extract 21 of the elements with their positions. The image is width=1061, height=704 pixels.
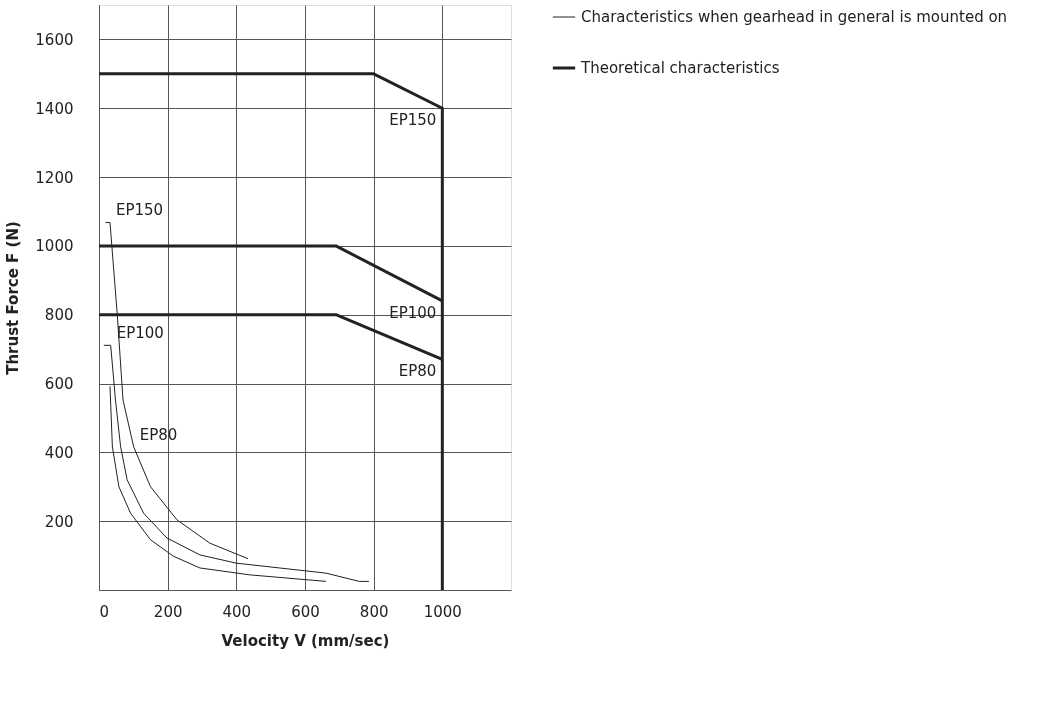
x-tick-label: 0: [99, 602, 110, 621]
y-tick-label: 600: [44, 375, 74, 394]
annotation: EP80: [398, 362, 437, 381]
annotation: EP150: [115, 201, 164, 220]
x-tick-label: 1000: [423, 602, 462, 621]
y-tick-label: 1400: [35, 99, 74, 118]
y-axis-title: Thrust Force F (N): [4, 221, 23, 375]
x-tick-label: 400: [222, 602, 252, 621]
y-tick-label: 1200: [35, 168, 74, 187]
y-tick-label: 800: [44, 306, 74, 325]
annotation: EP150: [389, 111, 437, 130]
y-tick-label: 400: [44, 443, 74, 462]
legend-label: Theoretical characteristics: [580, 59, 780, 77]
y-tick-label: 200: [44, 512, 74, 531]
x-axis-title: Velocity V (mm/sec): [221, 631, 390, 650]
y-tick-label: 1600: [35, 30, 74, 49]
x-tick-label: 800: [359, 602, 389, 621]
x-tick-label: 200: [153, 602, 183, 621]
y-tick-label: 1000: [35, 237, 74, 256]
legend-label: Characteristics when gearhead in general is mounted on: [581, 8, 1008, 26]
x-tick-label: 600: [291, 602, 320, 621]
